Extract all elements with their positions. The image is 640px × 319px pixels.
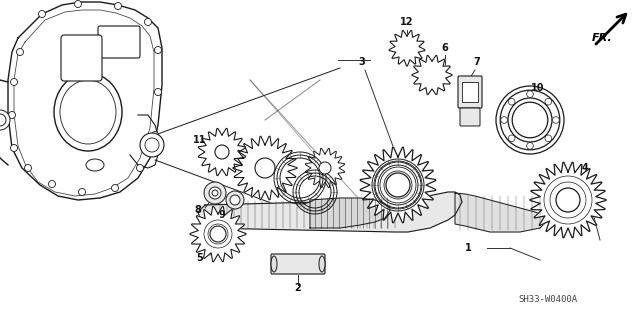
Text: SH33-W0400A: SH33-W0400A	[518, 295, 577, 305]
FancyBboxPatch shape	[462, 82, 478, 102]
FancyBboxPatch shape	[61, 35, 102, 81]
Text: 8: 8	[195, 205, 202, 215]
Text: 1: 1	[465, 243, 472, 253]
Circle shape	[0, 114, 6, 126]
Circle shape	[74, 1, 81, 8]
Ellipse shape	[60, 80, 116, 144]
Circle shape	[508, 135, 515, 142]
FancyBboxPatch shape	[98, 26, 140, 58]
Circle shape	[500, 117, 508, 123]
Polygon shape	[198, 192, 462, 232]
Circle shape	[17, 48, 24, 56]
Text: 9: 9	[219, 210, 225, 220]
Polygon shape	[190, 206, 246, 262]
Ellipse shape	[54, 73, 122, 151]
Circle shape	[136, 165, 143, 172]
Text: 7: 7	[474, 57, 481, 67]
Circle shape	[556, 188, 580, 212]
Text: 11: 11	[193, 135, 207, 145]
Text: 3: 3	[358, 57, 365, 67]
Ellipse shape	[271, 256, 277, 272]
Circle shape	[255, 158, 275, 178]
Circle shape	[10, 78, 17, 85]
Circle shape	[545, 98, 552, 105]
Circle shape	[230, 195, 240, 205]
FancyBboxPatch shape	[271, 254, 325, 274]
Circle shape	[111, 184, 118, 191]
Circle shape	[512, 102, 548, 138]
Circle shape	[38, 11, 45, 18]
FancyBboxPatch shape	[460, 108, 480, 126]
Circle shape	[154, 47, 161, 54]
Circle shape	[496, 86, 564, 154]
Circle shape	[115, 3, 122, 10]
Text: 12: 12	[400, 17, 413, 27]
Polygon shape	[389, 30, 425, 66]
Circle shape	[8, 112, 15, 118]
Polygon shape	[455, 193, 548, 232]
Circle shape	[319, 162, 331, 174]
Circle shape	[154, 88, 161, 95]
Circle shape	[0, 110, 10, 130]
Circle shape	[226, 191, 244, 209]
Text: 5: 5	[196, 253, 204, 263]
Polygon shape	[305, 148, 345, 188]
Polygon shape	[360, 147, 436, 223]
Polygon shape	[530, 162, 606, 238]
Circle shape	[152, 131, 159, 138]
Text: 4: 4	[582, 163, 588, 173]
Circle shape	[204, 182, 226, 204]
Text: 10: 10	[531, 83, 545, 93]
Circle shape	[527, 143, 533, 149]
Circle shape	[145, 19, 152, 26]
Circle shape	[24, 165, 31, 172]
Circle shape	[79, 189, 86, 196]
Ellipse shape	[319, 256, 325, 272]
Text: 2: 2	[294, 283, 301, 293]
Circle shape	[508, 98, 515, 105]
Polygon shape	[233, 136, 297, 200]
Circle shape	[10, 145, 17, 152]
Circle shape	[215, 145, 229, 159]
Text: 6: 6	[442, 43, 449, 53]
Ellipse shape	[86, 159, 104, 171]
Polygon shape	[412, 56, 452, 95]
Circle shape	[140, 133, 164, 157]
Circle shape	[212, 190, 218, 196]
Polygon shape	[310, 198, 390, 228]
Text: FR.: FR.	[591, 33, 612, 43]
Circle shape	[49, 181, 56, 188]
Circle shape	[527, 91, 533, 97]
Circle shape	[552, 117, 559, 123]
Circle shape	[209, 187, 221, 199]
Circle shape	[545, 135, 552, 142]
Circle shape	[145, 138, 159, 152]
FancyBboxPatch shape	[458, 76, 482, 108]
Circle shape	[210, 226, 226, 242]
Circle shape	[386, 173, 410, 197]
Polygon shape	[198, 128, 246, 176]
